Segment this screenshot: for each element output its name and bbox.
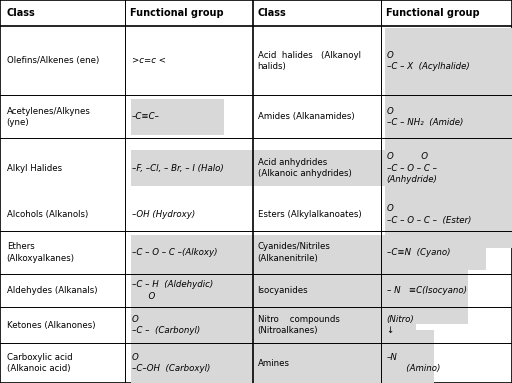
Text: Esters (Alkylalkanoates): Esters (Alkylalkanoates): [258, 210, 361, 219]
Bar: [385, 119, 512, 217]
Text: Amines: Amines: [258, 358, 290, 368]
Bar: [385, 84, 512, 150]
Text: Ketones (Alkanones): Ketones (Alkanones): [7, 321, 95, 330]
Text: >c=c <: >c=c <: [132, 56, 166, 65]
Text: Amides (Alkanamides): Amides (Alkanamides): [258, 113, 354, 121]
Bar: [131, 257, 468, 324]
Text: –C – O – C –(Alkoxy): –C – O – C –(Alkoxy): [132, 248, 218, 257]
Text: O
–C–OH  (Carboxyl): O –C–OH (Carboxyl): [132, 353, 210, 373]
Bar: [131, 151, 512, 186]
Text: Acid anhydrides
(Alkanoic anhydrides): Acid anhydrides (Alkanoic anhydrides): [258, 158, 351, 178]
Text: Isocyanides: Isocyanides: [258, 286, 308, 295]
Text: Class: Class: [7, 8, 35, 18]
Text: –C≡N  (Cyano): –C≡N (Cyano): [387, 248, 450, 257]
Text: O
–C –  (Carbonyl): O –C – (Carbonyl): [132, 315, 200, 336]
Text: (Nitro)
↓: (Nitro) ↓: [387, 315, 414, 336]
Text: O
–C – NH₂  (Amide): O –C – NH₂ (Amide): [387, 107, 463, 127]
Text: Olefins/Alkenes (ene): Olefins/Alkenes (ene): [7, 56, 99, 65]
Text: O          O
–C – O – C –
(Anhydride): O O –C – O – C – (Anhydride): [387, 152, 437, 184]
Text: Class: Class: [258, 8, 286, 18]
Bar: [385, 181, 512, 247]
Bar: [131, 235, 486, 270]
Text: Acetylenes/Alkynes
(yne): Acetylenes/Alkynes (yne): [7, 107, 91, 127]
Text: O
–C – O – C –  (Ester): O –C – O – C – (Ester): [387, 204, 471, 225]
Text: Cyanides/Nitriles
(Alkanenitrile): Cyanides/Nitriles (Alkanenitrile): [258, 242, 330, 263]
Text: Alcohols (Alkanols): Alcohols (Alkanols): [7, 210, 88, 219]
Text: O
–C – X  (Acylhalide): O –C – X (Acylhalide): [387, 51, 470, 71]
Text: Functional group: Functional group: [386, 8, 479, 18]
Text: Carboxylic acid
(Alkanoic acid): Carboxylic acid (Alkanoic acid): [7, 353, 72, 373]
Text: –C – H  (Aldehydic)
      O: –C – H (Aldehydic) O: [132, 280, 214, 301]
Text: –N
       (Amino): –N (Amino): [387, 353, 440, 373]
Text: – N   ≡C(Isocyano): – N ≡C(Isocyano): [387, 286, 466, 295]
Text: Acid  halides   (Alkanoyl
halids): Acid halides (Alkanoyl halids): [258, 51, 360, 71]
Text: –F, –Cl, – Br, – I (Halo): –F, –Cl, – Br, – I (Halo): [132, 164, 224, 173]
Text: –OH (Hydroxy): –OH (Hydroxy): [132, 210, 196, 219]
Text: Nitro    compounds
(Nitroalkanes): Nitro compounds (Nitroalkanes): [258, 315, 339, 336]
Text: –C≡C–: –C≡C–: [132, 113, 160, 121]
Bar: [131, 99, 224, 135]
Bar: [131, 330, 434, 383]
Bar: [131, 292, 416, 358]
Bar: [385, 28, 512, 94]
Text: Functional group: Functional group: [130, 8, 223, 18]
Text: Aldehydes (Alkanals): Aldehydes (Alkanals): [7, 286, 97, 295]
Text: Ethers
(Alkoxyalkanes): Ethers (Alkoxyalkanes): [7, 242, 75, 263]
Text: Alkyl Halides: Alkyl Halides: [7, 164, 62, 173]
